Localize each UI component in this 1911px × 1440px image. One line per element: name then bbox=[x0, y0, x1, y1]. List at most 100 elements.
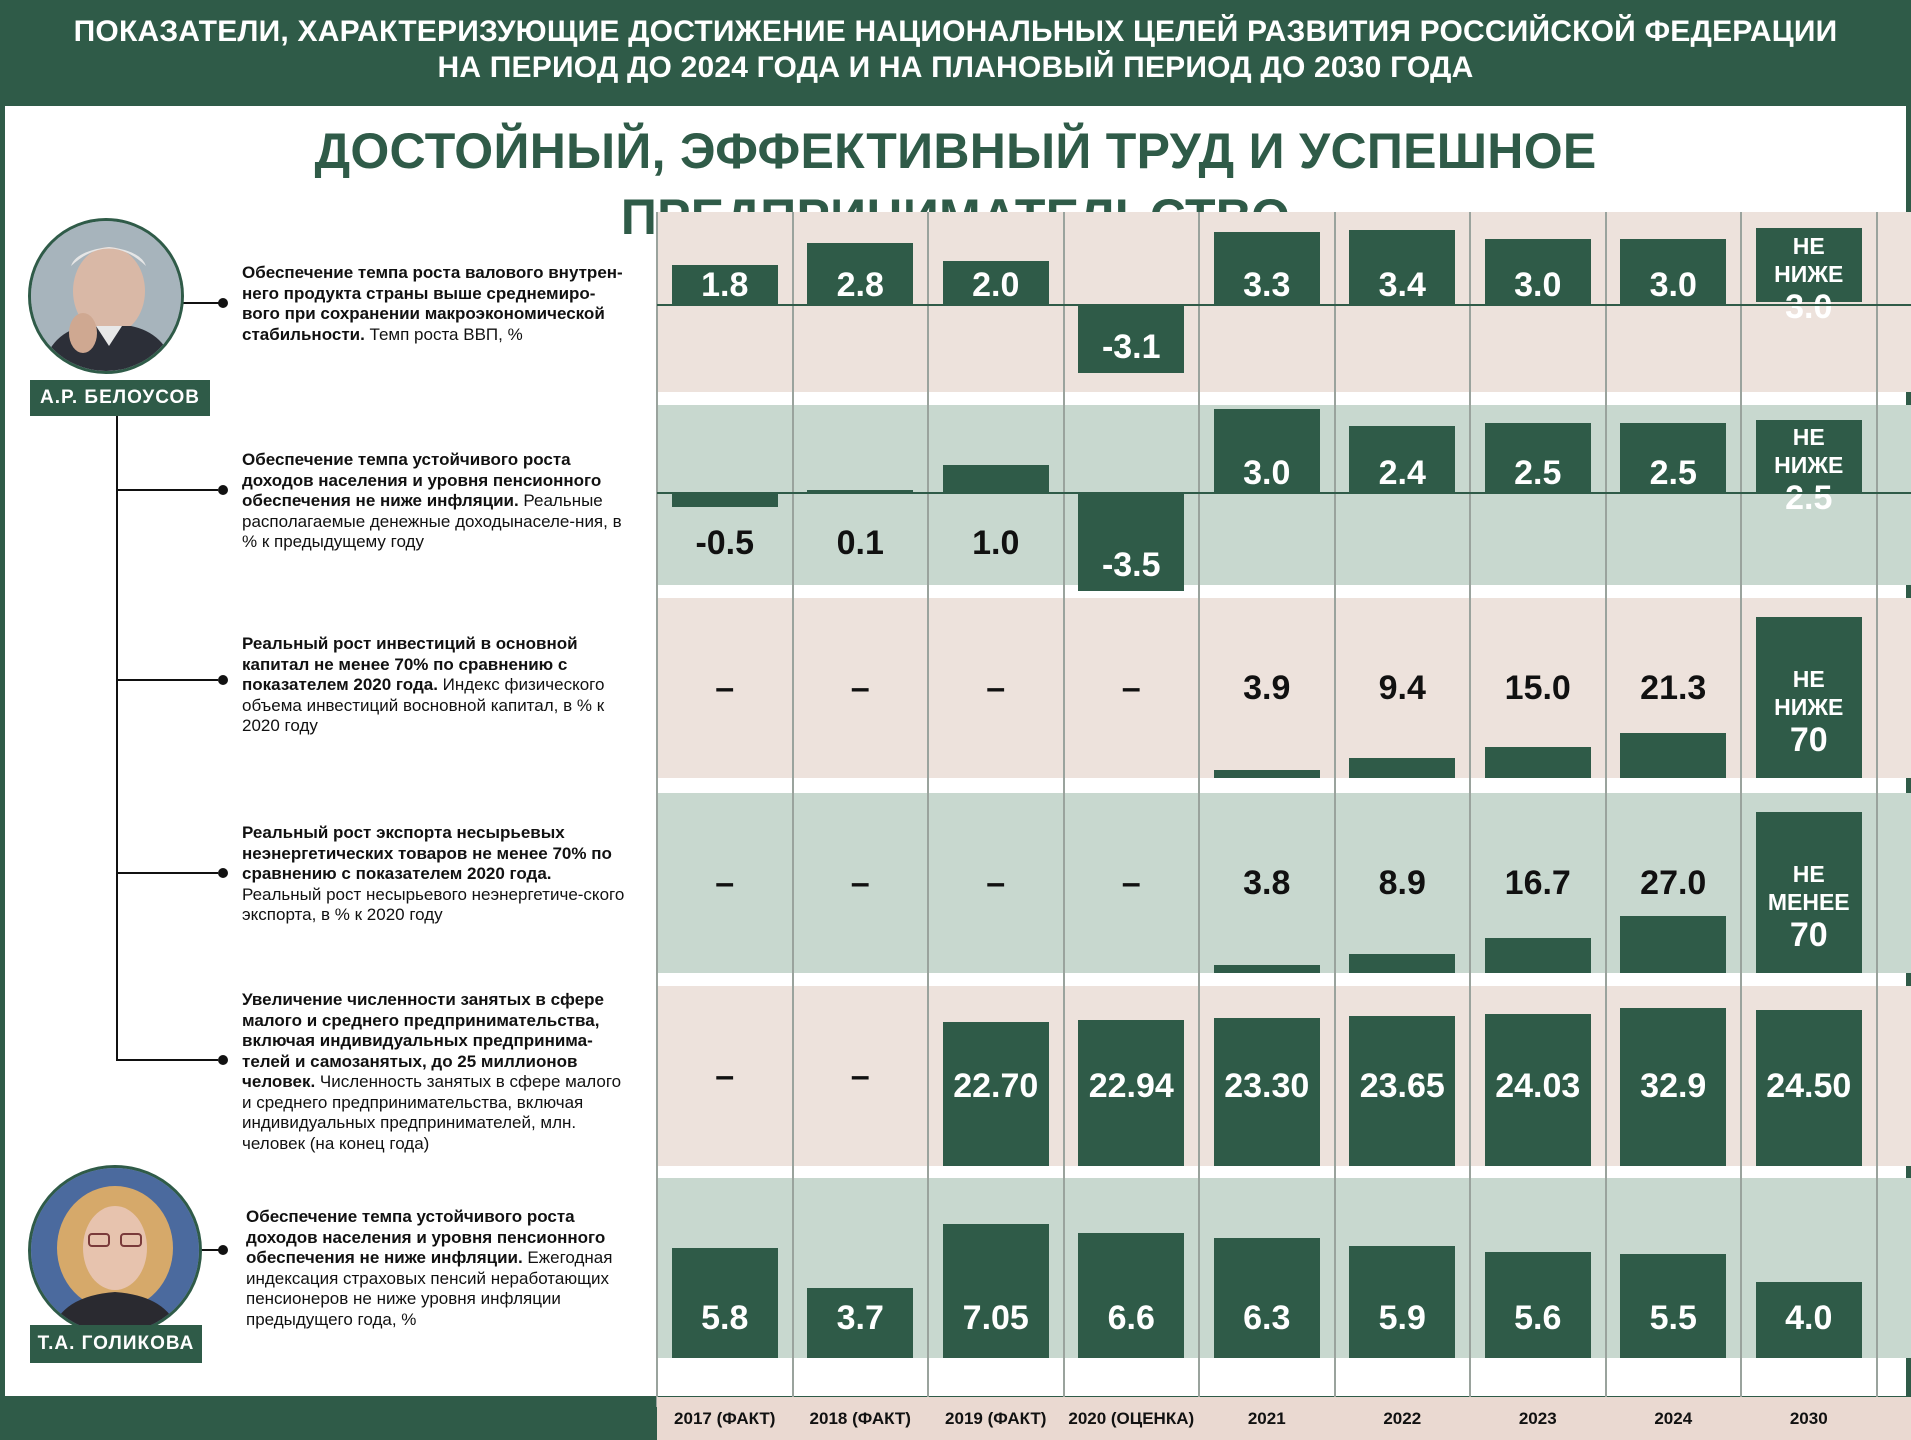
bar bbox=[942, 465, 1049, 493]
data-label: 23.30 bbox=[1224, 1067, 1310, 1105]
name-badge-golikova: Т.А. ГОЛИКОВА bbox=[30, 1325, 202, 1363]
column-separator bbox=[1333, 212, 1336, 1407]
target-prefix: НЕ НИЖЕ bbox=[1774, 665, 1844, 720]
bar bbox=[807, 243, 914, 305]
bar bbox=[1620, 239, 1727, 305]
data-label: 16.7 bbox=[1504, 864, 1571, 902]
connector-dot bbox=[218, 675, 228, 685]
indicator-description: Обеспечение темпа устойчивого роста дохо… bbox=[246, 1207, 636, 1330]
bar bbox=[1349, 1016, 1456, 1166]
indicator-measure: Индекс физического объема инвестиций вос… bbox=[242, 675, 605, 735]
target-label: НЕ НИЖЕ 3.0 bbox=[1756, 232, 1862, 326]
indicator-title: Обеспечение темпа устойчивого роста дохо… bbox=[242, 450, 602, 510]
indicator-measure: Ежегодная индексация страховых пенсий не… bbox=[246, 1248, 613, 1329]
no-data-dash: – bbox=[715, 864, 735, 902]
bar bbox=[1484, 423, 1591, 493]
bar bbox=[1213, 232, 1320, 305]
bar bbox=[1755, 1282, 1862, 1358]
connector-dot bbox=[218, 868, 228, 878]
data-label: 24.50 bbox=[1766, 1067, 1852, 1105]
target-label: НЕ НИЖЕ 70 bbox=[1756, 665, 1862, 759]
target-value: 2.5 bbox=[1785, 479, 1833, 517]
target-value: 70 bbox=[1789, 720, 1828, 759]
data-label: 15.0 bbox=[1504, 669, 1571, 707]
indicator-description: Реальный рост инвестиций в основной капи… bbox=[242, 634, 632, 737]
bar bbox=[1620, 1008, 1727, 1166]
data-label: 8.9 bbox=[1378, 864, 1426, 902]
bar bbox=[1078, 305, 1185, 374]
indicator-title: Реальный рост инвестиций в основной капи… bbox=[242, 634, 578, 694]
header-line-1: ПОКАЗАТЕЛИ, ХАРАКТЕРИЗУЮЩИЕ ДОСТИЖЕНИЕ Н… bbox=[73, 15, 1838, 48]
bar bbox=[1213, 409, 1320, 493]
bar bbox=[1484, 746, 1591, 778]
bar bbox=[942, 261, 1049, 305]
column-separator bbox=[1198, 212, 1200, 1407]
bar bbox=[671, 1247, 778, 1358]
data-label: 7.05 bbox=[962, 1299, 1029, 1337]
bar bbox=[1755, 812, 1862, 973]
no-data-dash: – bbox=[850, 669, 870, 707]
bar bbox=[942, 1022, 1049, 1166]
bar bbox=[1484, 937, 1591, 973]
connector-line bbox=[116, 872, 218, 874]
connector-line bbox=[116, 1059, 218, 1061]
connector-line bbox=[116, 679, 218, 681]
zero-line-gdp bbox=[657, 304, 1911, 306]
data-label: 2.0 bbox=[972, 266, 1020, 304]
no-data-dash: – bbox=[850, 864, 870, 902]
indicator-measure: Реальные располагаемые денежные доходына… bbox=[242, 491, 622, 551]
column-separator bbox=[1062, 212, 1065, 1407]
bar bbox=[1349, 425, 1456, 493]
data-label: 2.8 bbox=[836, 266, 884, 304]
target-prefix: НЕ МЕНЕЕ bbox=[1767, 860, 1850, 915]
bar bbox=[671, 265, 778, 305]
x-tick-label: 2019 (ФАКТ) bbox=[945, 1409, 1047, 1428]
data-label: 2.4 bbox=[1378, 454, 1426, 492]
data-label: -3.1 bbox=[1101, 328, 1161, 367]
data-label: 0.1 bbox=[836, 524, 884, 562]
connector-line bbox=[198, 1249, 220, 1251]
bar bbox=[1484, 1014, 1591, 1166]
data-label: -3.5 bbox=[1101, 546, 1161, 584]
bar bbox=[1213, 1018, 1320, 1166]
bar bbox=[1349, 954, 1456, 973]
bar bbox=[1213, 965, 1320, 973]
data-label: 9.4 bbox=[1378, 669, 1426, 707]
connector-dot bbox=[218, 485, 228, 495]
indicator-description: Увеличение численности занятых в сфере м… bbox=[242, 990, 632, 1154]
data-label: -0.5 bbox=[695, 524, 755, 562]
data-label: 3.0 bbox=[1649, 266, 1697, 304]
no-data-dash: – bbox=[1121, 864, 1141, 902]
no-data-dash: – bbox=[850, 1057, 870, 1095]
data-label: 3.0 bbox=[1514, 266, 1562, 304]
indicator-measure: Численность занятых в сфере малого и сре… bbox=[242, 1072, 622, 1153]
data-label: 2.5 bbox=[1514, 454, 1562, 492]
bar bbox=[1349, 230, 1456, 305]
bar bbox=[1349, 1245, 1456, 1358]
data-label: 2.5 bbox=[1649, 454, 1697, 492]
data-label: 24.03 bbox=[1495, 1067, 1581, 1105]
data-label: 32.9 bbox=[1640, 1067, 1707, 1105]
no-data-dash: – bbox=[986, 669, 1006, 707]
data-label: 3.9 bbox=[1243, 669, 1291, 707]
data-label: 5.9 bbox=[1378, 1299, 1426, 1337]
no-data-dash: – bbox=[1121, 669, 1141, 707]
indicator-measure: Реальный рост несырьевого неэнергетиче-с… bbox=[242, 884, 625, 925]
indicator-description: Обеспечение темпа устойчивого роста дохо… bbox=[242, 450, 632, 553]
target-label: НЕ МЕНЕЕ 70 bbox=[1756, 860, 1862, 954]
bar bbox=[807, 490, 914, 494]
x-tick-label: 2023 bbox=[1518, 1409, 1557, 1428]
data-label: 21.3 bbox=[1640, 669, 1707, 707]
data-label: 5.6 bbox=[1514, 1299, 1562, 1337]
data-label: 3.0 bbox=[1243, 454, 1291, 492]
column-separator bbox=[791, 212, 794, 1407]
data-label: 6.3 bbox=[1243, 1299, 1291, 1337]
data-label: 5.5 bbox=[1649, 1299, 1697, 1337]
data-label: 3.7 bbox=[836, 1299, 884, 1337]
target-prefix: НЕ НИЖЕ bbox=[1774, 233, 1844, 287]
data-label: 27.0 bbox=[1640, 864, 1707, 902]
indicator-title: Реальный рост экспорта несырьевых неэнер… bbox=[242, 823, 612, 883]
target-value: 3.0 bbox=[1785, 288, 1833, 326]
no-data-dash: – bbox=[986, 864, 1006, 902]
x-tick-label: 2022 bbox=[1383, 1409, 1422, 1428]
